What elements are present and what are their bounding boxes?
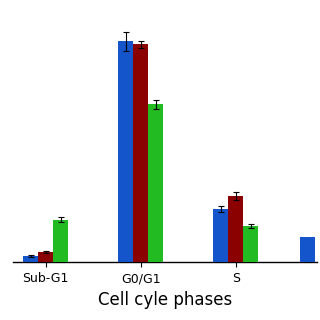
Bar	[133, 44, 148, 262]
Bar	[118, 41, 133, 262]
Bar	[300, 237, 315, 262]
Bar	[213, 209, 228, 262]
X-axis label: Cell cyle phases: Cell cyle phases	[98, 291, 232, 309]
Bar	[23, 256, 38, 262]
Bar	[53, 220, 68, 262]
Bar	[228, 196, 243, 262]
Bar	[148, 104, 163, 262]
Bar	[38, 252, 53, 262]
Bar	[243, 226, 258, 262]
